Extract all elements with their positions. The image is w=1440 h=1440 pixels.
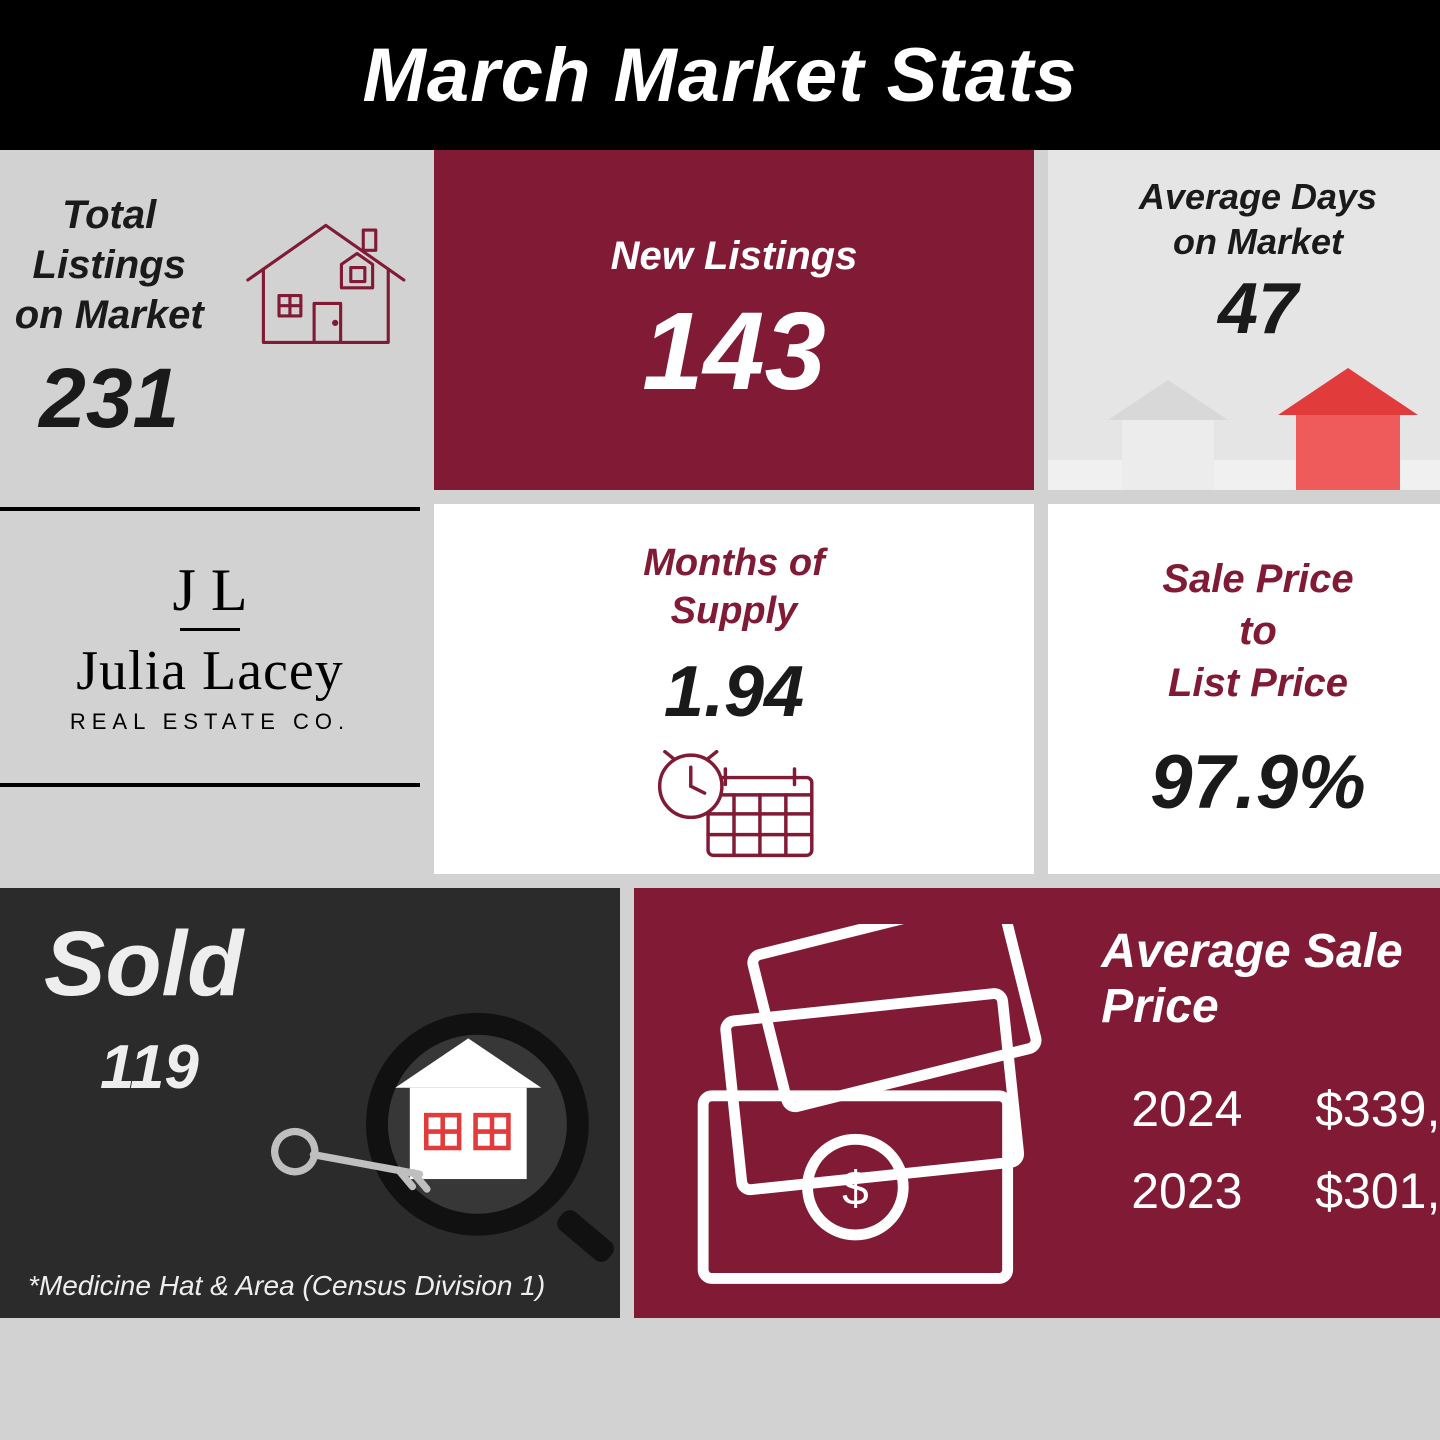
panel-months-supply: Months of Supply 1.94 [434, 504, 1034, 874]
logo-signature: J L [173, 560, 248, 620]
sale-to-list-value: 97.9% [1150, 739, 1366, 826]
panel-sale-to-list: Sale Price to List Price 97.9% [1048, 504, 1440, 874]
paper-houses-icon [1048, 340, 1440, 490]
avg-price-row-2024: 2024 $339,127 [1131, 1080, 1440, 1138]
months-supply-label-l1: Months of [643, 542, 825, 584]
header-bar: March Market Stats [0, 0, 1440, 150]
months-supply-value: 1.94 [664, 651, 804, 733]
sale-to-list-label: Sale Price to List Price [1162, 553, 1353, 709]
sale-to-list-l1: Sale Price [1162, 557, 1353, 601]
avg-days-value: 47 [1218, 268, 1298, 350]
panel-new-listings: New Listings 143 [434, 150, 1034, 490]
avg-days-label-l1: Average Days [1139, 176, 1377, 217]
sale-to-list-l2: to [1239, 609, 1277, 653]
sale-to-list-l3: List Price [1168, 661, 1348, 705]
stats-grid: New Listings 143 Total Listings on Marke… [0, 150, 1440, 1440]
avg-price-label: Average Sale Price [1101, 924, 1440, 1034]
total-listings-label-l2: on Market [15, 293, 204, 337]
infographic-canvas: March Market Stats New Listings 143 Tota… [0, 0, 1440, 1440]
logo-divider [180, 628, 240, 631]
logo-name: Julia Lacey [76, 639, 344, 703]
new-listings-label: New Listings [611, 234, 858, 279]
avg-price-row-2023: 2023 $301,847 [1131, 1162, 1440, 1220]
svg-text:$: $ [842, 1163, 869, 1216]
months-supply-label-l2: Supply [671, 590, 798, 632]
brand-logo: J L Julia Lacey REAL ESTATE CO. [0, 507, 420, 787]
avg-days-label-l2: on Market [1173, 221, 1343, 262]
panel-sold: Sold 119 [0, 888, 620, 1318]
total-listings-label-l1: Total Listings [33, 193, 186, 287]
avg-price-value-1: $301,847 [1315, 1162, 1440, 1220]
house-outline-icon [240, 190, 412, 370]
months-supply-label: Months of Supply [643, 540, 825, 635]
total-listings-value: 231 [8, 350, 210, 447]
avg-days-label: Average Days on Market [1139, 174, 1377, 264]
panel-avg-days: Average Days on Market 47 [1048, 150, 1440, 490]
avg-price-value-0: $339,127 [1315, 1080, 1440, 1138]
page-title: March Market Stats [363, 32, 1078, 119]
sold-footnote: *Medicine Hat & Area (Census Division 1) [28, 1270, 545, 1302]
sold-scene-icon [240, 936, 620, 1276]
new-listings-value: 143 [642, 297, 826, 407]
money-bills-icon: $ [664, 924, 1077, 1298]
avg-price-year-0: 2024 [1131, 1080, 1271, 1138]
panel-total-listings: Total Listings on Market 231 [0, 150, 420, 874]
panel-avg-price: $ Average Sale Price 2024 $339,127 2023 … [634, 888, 1440, 1318]
logo-subtitle: REAL ESTATE CO. [70, 709, 350, 735]
clock-calendar-icon [634, 743, 834, 864]
avg-price-year-1: 2023 [1131, 1162, 1271, 1220]
bottom-row: Sold 119 [0, 888, 1440, 1318]
sold-value: 119 [100, 1032, 199, 1103]
total-listings-label: Total Listings on Market [8, 190, 210, 340]
sold-title: Sold [44, 912, 243, 1017]
